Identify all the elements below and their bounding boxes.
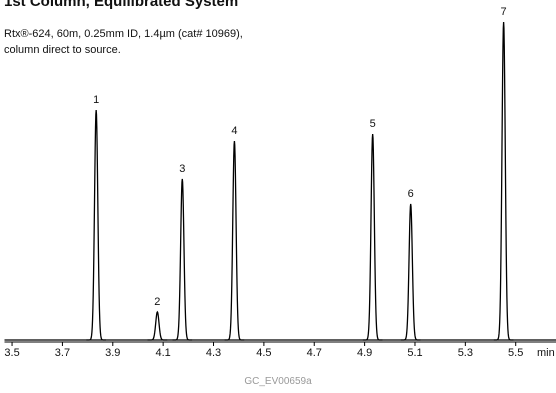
x-tick-label: 5.1	[407, 347, 422, 359]
peak-label: 7	[501, 6, 507, 18]
x-tick-label: 4.5	[256, 347, 271, 359]
x-tick-label: 4.7	[307, 347, 322, 359]
peak-label: 2	[154, 296, 160, 308]
x-tick-label: 4.1	[156, 347, 171, 359]
subtitle: Rtx®-624, 60m, 0.25mm ID, 1.4µm (cat# 10…	[4, 28, 243, 40]
peak-label: 6	[408, 188, 414, 200]
peak	[400, 203, 421, 341]
x-tick-label: 4.3	[206, 347, 221, 359]
x-tick-label: 4.9	[357, 347, 372, 359]
peak	[362, 133, 383, 341]
peak-label: 5	[370, 118, 376, 130]
peak	[147, 310, 168, 341]
x-tick-label: 5.5	[508, 347, 523, 359]
x-tick-label: 5.3	[458, 347, 473, 359]
chart-title: 1st Column, Equilibrated System	[4, 0, 238, 10]
peak-label: 4	[231, 125, 237, 137]
peak-label: 1	[93, 94, 99, 106]
x-unit: min	[537, 347, 555, 359]
x-tick-label: 3.9	[105, 347, 120, 359]
peak	[172, 178, 193, 341]
peak	[224, 140, 245, 341]
subtitle: column direct to source.	[4, 44, 121, 56]
footer: GC_EV00659a	[244, 376, 312, 387]
peak-label: 3	[179, 163, 185, 175]
peak	[493, 21, 514, 341]
x-tick-label: 3.7	[55, 347, 70, 359]
x-tick-label: 3.5	[4, 347, 19, 359]
peak	[86, 109, 106, 341]
